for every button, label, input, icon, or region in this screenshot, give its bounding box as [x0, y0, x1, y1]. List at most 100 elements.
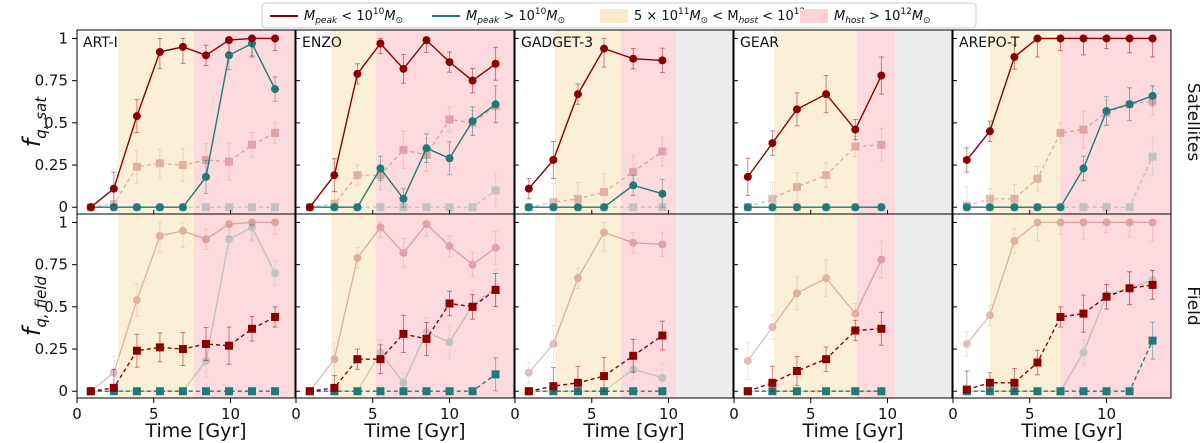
region-big-host — [1060, 214, 1171, 398]
data-point — [422, 334, 431, 343]
legend-text-part: < 10 — [337, 9, 373, 24]
data-point — [376, 387, 385, 396]
data-point — [658, 147, 667, 156]
data-point — [877, 324, 886, 333]
data-point — [109, 368, 118, 377]
data-point — [877, 140, 886, 149]
data-point — [353, 355, 362, 364]
x-tick-label: 5 — [1025, 405, 1035, 423]
data-point — [768, 203, 777, 212]
data-point — [1010, 237, 1019, 246]
data-point — [399, 194, 408, 203]
data-point — [573, 90, 582, 99]
data-point — [1125, 218, 1134, 227]
data-point — [109, 203, 118, 212]
data-point — [743, 356, 752, 365]
series-line — [528, 150, 663, 208]
data-point — [1033, 218, 1042, 227]
y-label-sub: q, field — [32, 275, 50, 327]
data-point — [658, 387, 667, 396]
data-point — [491, 100, 500, 109]
panel-title: GADGET-3 — [521, 35, 593, 51]
data-point — [376, 223, 385, 232]
data-point — [155, 343, 164, 352]
legend-text-part: M — [466, 9, 477, 24]
series-line — [309, 105, 497, 208]
data-point — [1079, 387, 1088, 396]
legend-text-part: M — [834, 9, 845, 24]
series-primary-low — [962, 270, 1157, 394]
region-mid-host — [989, 30, 1061, 214]
data-point — [1079, 34, 1088, 43]
panel-title: AREPO-T — [959, 35, 1020, 51]
data-point — [1033, 34, 1042, 43]
data-point — [1079, 125, 1088, 134]
series-line — [528, 231, 663, 374]
region-mid-host — [118, 214, 194, 398]
series-primary-low — [743, 56, 886, 196]
y-tick-label: 0.75 — [35, 72, 68, 90]
panel-frame — [952, 213, 1172, 399]
panel-frame — [514, 213, 734, 399]
data-point — [600, 44, 609, 53]
data-point — [1010, 387, 1019, 396]
data-point — [1033, 387, 1042, 396]
data-point — [305, 203, 314, 212]
data-point — [658, 203, 667, 212]
x-tick-label: 10 — [659, 405, 678, 423]
data-point — [422, 203, 431, 212]
series-line — [528, 184, 663, 208]
data-point — [792, 366, 801, 375]
data-point — [491, 59, 500, 68]
region-no-data — [676, 30, 733, 214]
region-big-host — [375, 30, 514, 214]
x-tick-label: 10 — [1097, 405, 1116, 423]
data-point — [1102, 107, 1111, 116]
data-point — [985, 378, 994, 387]
region-big-host — [856, 214, 896, 398]
data-point — [524, 387, 533, 396]
data-point — [330, 383, 339, 392]
data-point — [851, 387, 860, 396]
data-point — [1125, 387, 1134, 396]
data-point — [658, 56, 667, 65]
data-point — [1125, 203, 1134, 212]
data-point — [422, 328, 431, 337]
panel-title: ART-I — [83, 35, 118, 51]
data-point — [178, 387, 187, 396]
data-point — [224, 36, 233, 45]
legend-swatch-patch — [800, 9, 828, 23]
data-point — [1079, 348, 1088, 357]
data-point — [399, 329, 408, 338]
data-point — [743, 387, 752, 396]
panel-gadget-3-sat: GADGET-3 — [514, 29, 734, 215]
data-point — [822, 90, 831, 99]
row-label-sat: Satellites — [1183, 83, 1200, 162]
data-point — [549, 203, 558, 212]
series-line — [309, 223, 497, 392]
data-point — [962, 385, 971, 394]
series-primary-low — [524, 320, 667, 396]
x-axis-label: Time [Gyr] — [582, 420, 684, 442]
data-point — [271, 387, 280, 396]
data-point — [629, 203, 638, 212]
data-point — [271, 312, 280, 321]
data-point — [109, 184, 118, 193]
series-primary-low — [962, 34, 1157, 173]
data-point — [768, 387, 777, 396]
x-tick-label: 10 — [878, 405, 897, 423]
x-axis-label: Time [Gyr] — [1020, 420, 1122, 442]
data-point — [629, 167, 638, 176]
data-point — [201, 387, 210, 396]
data-point — [573, 387, 582, 396]
x-tick-label: 0 — [510, 405, 520, 423]
x-tick-label: 0 — [729, 405, 739, 423]
data-point — [600, 228, 609, 237]
data-point — [985, 127, 994, 136]
data-point — [422, 220, 431, 229]
data-point — [877, 255, 886, 264]
data-point — [224, 203, 233, 212]
data-point — [155, 231, 164, 240]
